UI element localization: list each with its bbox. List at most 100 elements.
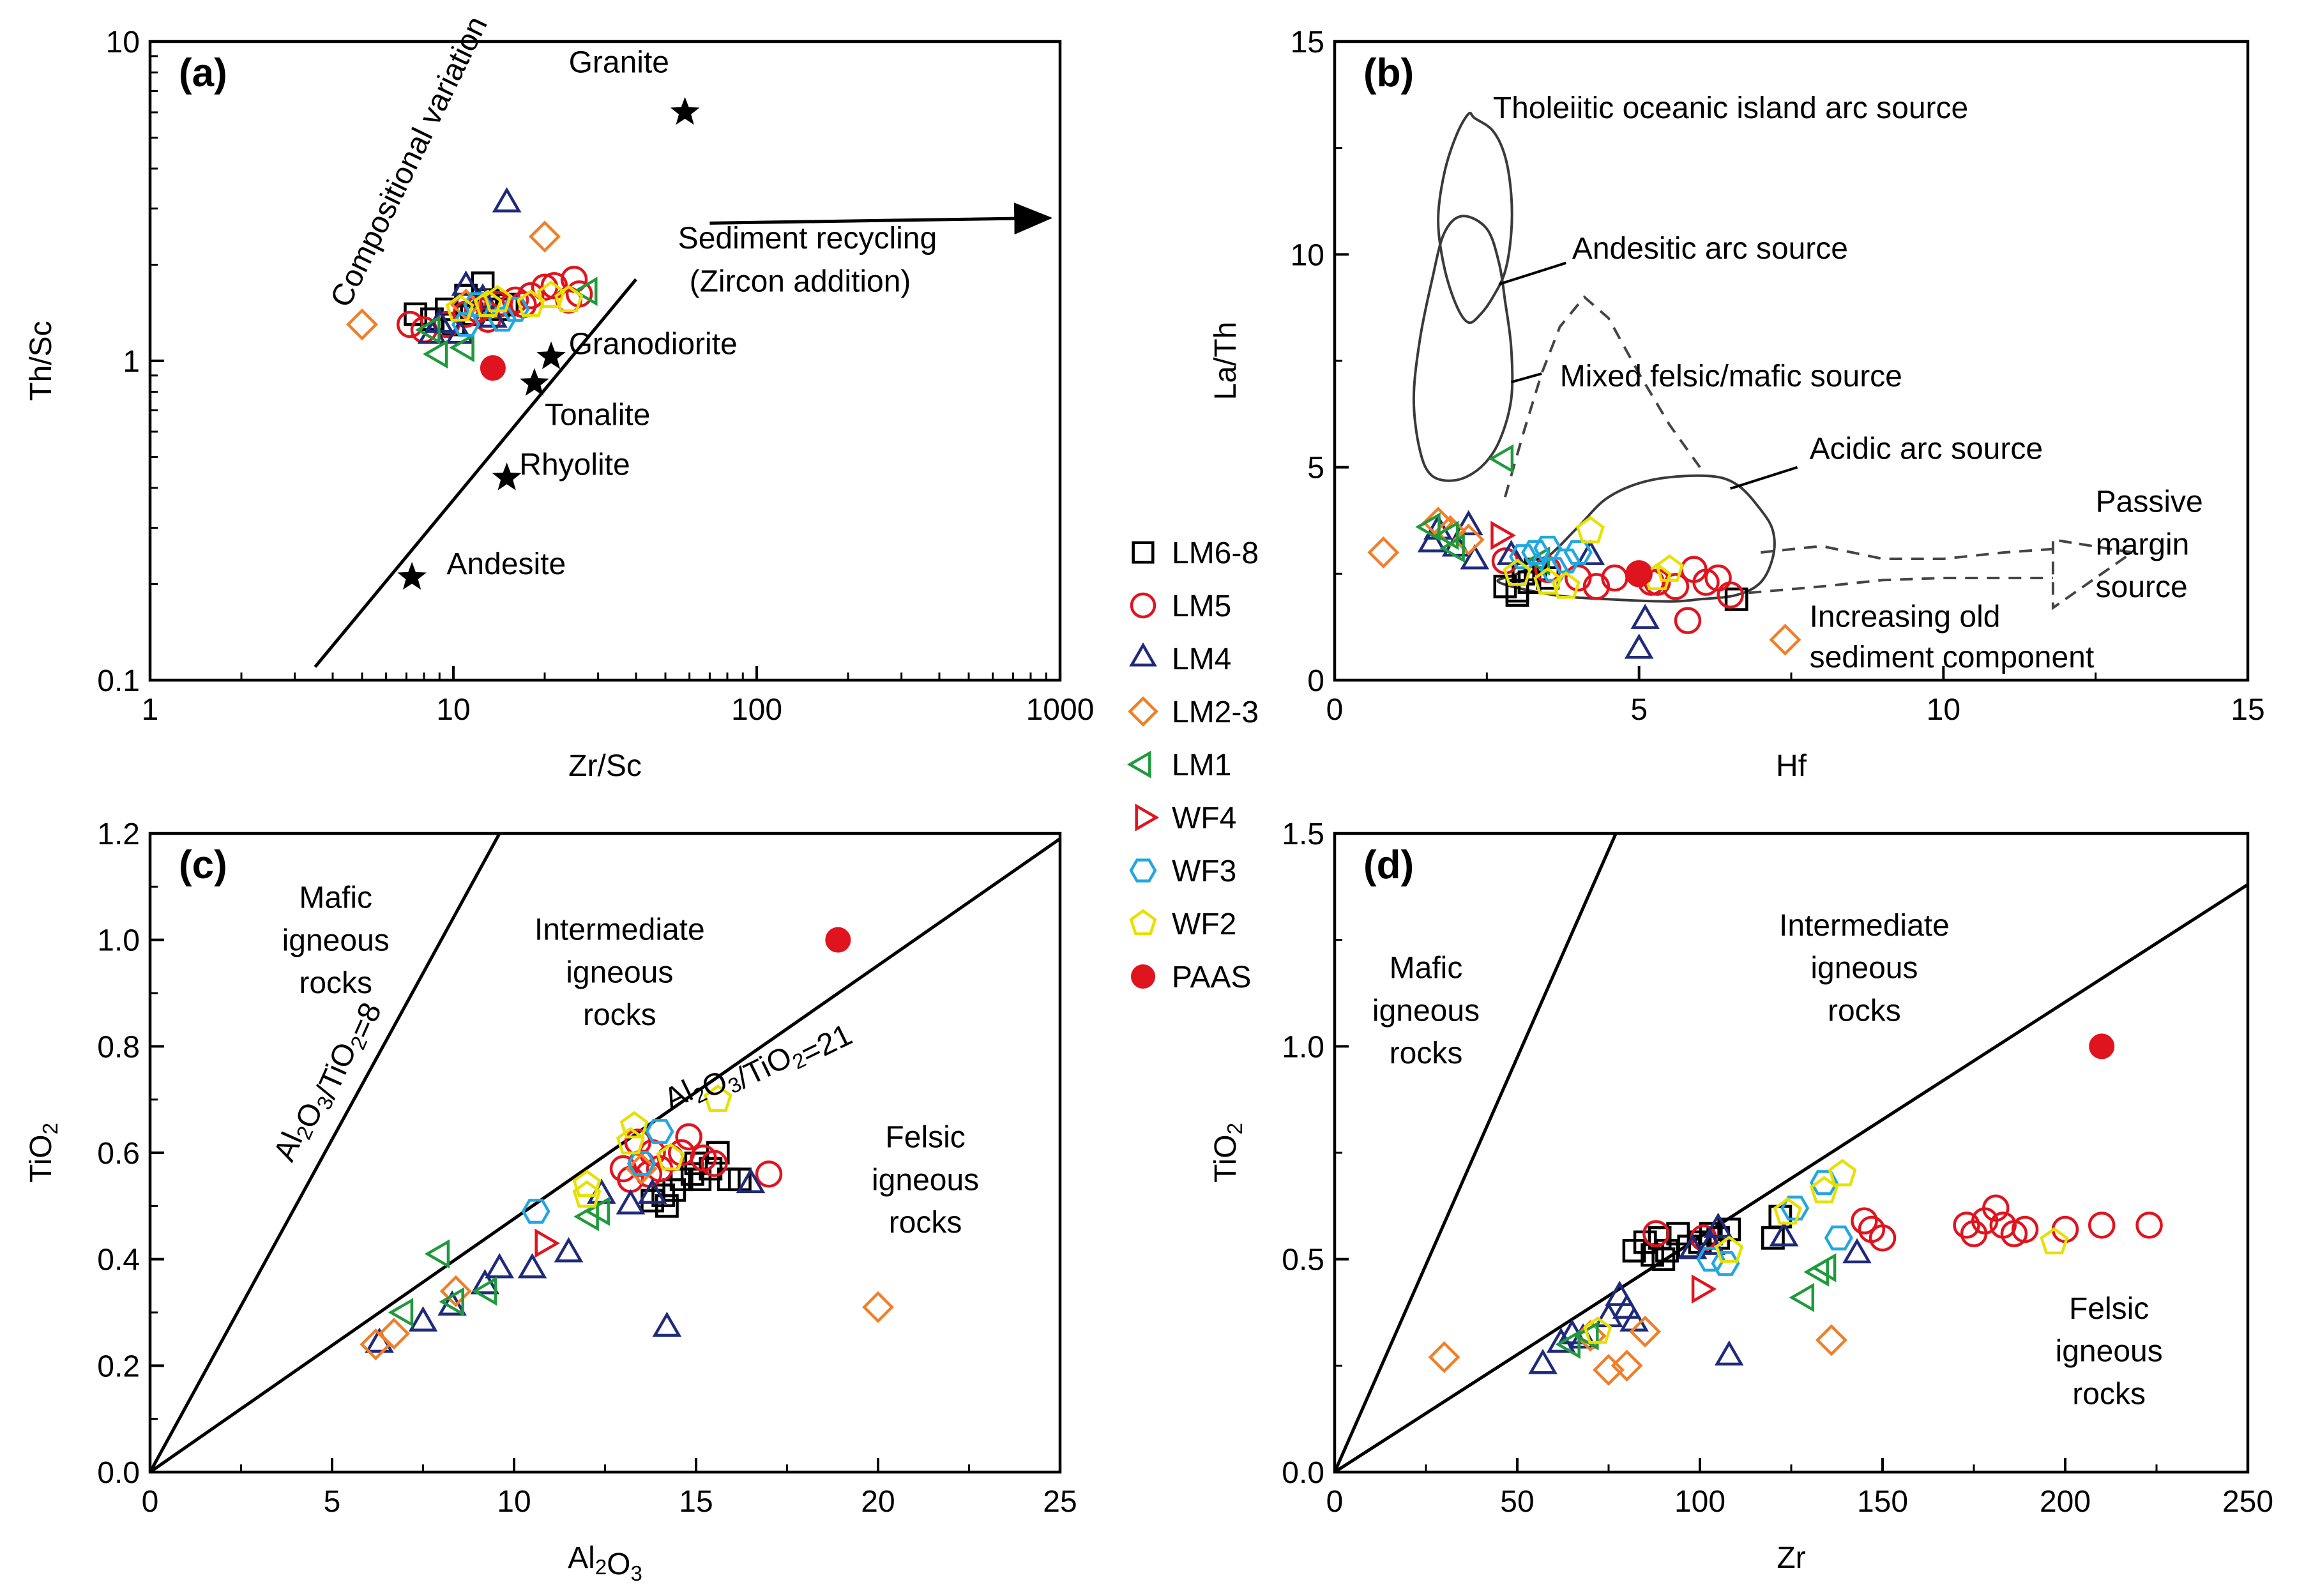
y-tick-label: 5	[1307, 452, 1324, 485]
data-point	[652, 1311, 682, 1337]
panel-label: (d)	[1363, 843, 1414, 887]
data-point	[1769, 1221, 1799, 1247]
data-point	[1773, 1197, 1802, 1225]
annotation: Felsic	[885, 1121, 965, 1155]
source-field	[1412, 215, 1514, 482]
data-point	[1691, 1274, 1717, 1304]
data-point	[584, 1196, 610, 1226]
data-point	[517, 1252, 547, 1279]
data-point	[1803, 1257, 1829, 1287]
series-lm2-3	[1428, 1316, 1847, 1386]
data-point	[1629, 1316, 1662, 1348]
annotation: rocks	[299, 966, 372, 1000]
legend-marker	[1130, 592, 1156, 619]
rock-star	[520, 368, 549, 396]
legend-marker	[1129, 642, 1157, 667]
source-field	[1437, 111, 1513, 324]
x-tick-label: 50	[1500, 1485, 1534, 1519]
data-point	[1521, 540, 1550, 565]
data-point	[1452, 523, 1485, 556]
x-tick-label: 10	[1927, 693, 1960, 727]
data-point	[1488, 444, 1514, 474]
data-point	[468, 283, 497, 309]
y-axis-label: Th/Sc	[24, 321, 58, 400]
data-point	[755, 1160, 783, 1188]
data-point	[1367, 536, 1400, 569]
data-point	[1630, 604, 1660, 629]
series-paas	[480, 355, 506, 381]
annotation: Increasing old	[1810, 600, 2001, 634]
panel-d: 0 50 100 150 200 250 0.0 0.5 1.0 1.5 Zr TiO2 (d) Mafi…	[1209, 817, 2273, 1575]
legend-marker	[1126, 750, 1151, 779]
plot-area	[1367, 111, 2136, 659]
data-point	[1439, 533, 1465, 563]
data-point	[377, 1318, 410, 1350]
panel-label: (b)	[1363, 51, 1414, 95]
annotation: Al2O3/TiO2=21	[659, 1001, 858, 1134]
annotation: igneous	[872, 1163, 979, 1197]
data-point	[1714, 1340, 1744, 1366]
data-point	[346, 308, 379, 341]
legend-label: LM4	[1172, 642, 1231, 676]
data-point	[488, 307, 517, 332]
legend: LM6-8 LM5 LM4 LM2-3 LM1 WF4 WF3 WF2 PAAS	[1126, 536, 1259, 994]
annotation: Passive	[2096, 485, 2203, 519]
legend-item-lm1: LM1	[1126, 749, 1231, 782]
data-point	[473, 289, 503, 317]
data-point	[422, 339, 448, 369]
annotation: Andesitic arc source	[1572, 232, 1848, 266]
data-point	[1453, 510, 1483, 536]
plot-area	[150, 833, 1060, 1472]
data-point	[554, 285, 584, 312]
legend-item-wf2: WF2	[1129, 908, 1236, 941]
plot-area	[314, 96, 700, 668]
x-tick-label: 0	[142, 1485, 159, 1519]
data-point	[1503, 558, 1532, 586]
data-point	[471, 1276, 497, 1306]
y-tick-label: 0	[1307, 664, 1324, 698]
annotation: Intermediate	[1779, 909, 1950, 943]
x-tick-label: 20	[861, 1485, 895, 1519]
data-point	[1582, 573, 1611, 600]
data-point	[492, 187, 522, 213]
y-tick-label: 0.5	[1282, 1243, 1324, 1277]
open-arrowhead	[2051, 538, 2136, 611]
legend-label: PAAS	[1172, 961, 1252, 994]
x-axis-label: Zr	[1777, 1541, 1805, 1575]
annotation: sediment component	[1810, 641, 2095, 674]
data-point	[1574, 1319, 1607, 1352]
y-axis-label: TiO2	[1209, 1123, 1247, 1183]
data-point	[439, 1275, 472, 1307]
arrow	[709, 202, 1053, 235]
y-axis-label: La/Th	[1209, 322, 1243, 400]
annotation: Felsic	[2069, 1292, 2149, 1326]
data-point	[625, 1153, 658, 1185]
data-point	[1626, 561, 1652, 587]
data-point	[2011, 1215, 2039, 1243]
data-point	[480, 355, 506, 381]
annotation: Mixed felsic/mafic source	[1560, 360, 1902, 393]
y-tick-label: 10	[106, 26, 140, 59]
rock-star	[670, 96, 700, 125]
data-point	[1678, 1234, 1708, 1259]
data-point	[1696, 1229, 1725, 1255]
dashed-trend	[1748, 577, 2065, 595]
rock-star	[397, 561, 427, 590]
series-wf3	[1508, 535, 1593, 582]
data-point	[415, 315, 441, 345]
data-point	[637, 1178, 667, 1204]
y-tick-label: 0.8	[97, 1030, 140, 1064]
data-point	[616, 1127, 645, 1155]
data-point	[2089, 1033, 2115, 1060]
legend-item-wf4: WF4	[1135, 802, 1236, 835]
x-tick-label: 10	[436, 693, 470, 727]
data-point	[1555, 1330, 1581, 1359]
legend-marker	[1129, 909, 1157, 936]
data-point	[540, 271, 568, 300]
y-tick-label: 1.2	[97, 817, 140, 851]
data-point	[1869, 1224, 1897, 1252]
y-tick-label: 0.0	[97, 1456, 140, 1490]
data-point	[619, 1111, 649, 1139]
